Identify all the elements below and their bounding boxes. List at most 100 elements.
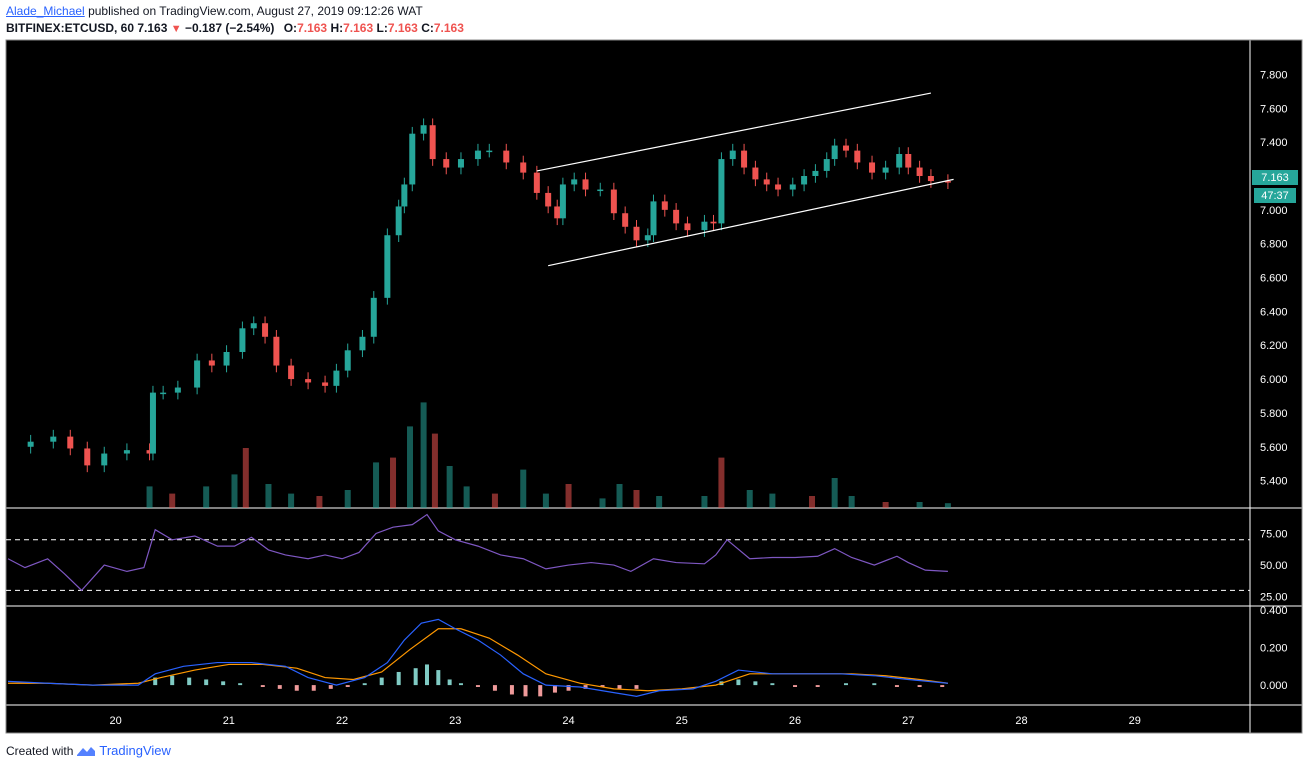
price-tick-label: 6.400 [1260,306,1288,318]
tradingview-logo-icon [77,746,96,756]
candle-body [50,436,57,442]
candle-body [370,297,377,337]
candle-body [262,323,269,337]
down-arrow-icon: ▼ [170,23,182,35]
volume-bar [916,502,923,508]
candle-body [305,379,312,383]
candle-body [344,350,351,371]
macd-histogram-bar [736,679,741,686]
rsi-tick-label: 75.00 [1260,528,1288,540]
candle-body [633,226,640,241]
candle-body [944,181,951,183]
volume-bar [848,496,855,508]
macd-histogram-bar [277,685,282,689]
volume-bar [420,402,427,508]
candle-body [322,382,329,386]
macd-pane: 0.400 0.200 0.000 [7,605,1288,697]
candle-body [84,448,91,466]
publish-info: Alade_Michael published on TradingView.c… [6,4,423,18]
price-axis-background [1250,40,1302,733]
candle-body [775,184,782,190]
candle-body [571,179,578,185]
volume-bar [316,496,323,508]
volume-bar [520,469,527,508]
volume-bar [565,484,572,508]
candle-body [149,392,156,454]
macd-histogram-bar [187,677,192,686]
candle-body [905,154,912,168]
volume-bar [431,433,438,508]
candle-body [194,360,201,388]
candle-body [333,370,340,386]
countdown-box [1254,188,1296,203]
candle-body [443,159,450,168]
macd-histogram-bar [260,685,265,687]
macd-histogram-bar [753,681,758,686]
macd-histogram-bar [345,685,350,687]
candle-body [67,436,74,449]
price-series [27,118,951,473]
candle-body [429,125,436,160]
countdown-text: 47:37 [1261,190,1289,202]
macd-histogram-bar [362,683,367,686]
candle-body [718,159,725,224]
last-price-text: 7.163 [1261,172,1289,184]
macd-histogram-bar [600,685,605,687]
candle-body [684,223,691,231]
volume-bar [656,496,663,508]
candle-body [610,189,617,214]
rsi-pane: 75.00 50.00 25.00 [6,513,1288,604]
macd-histogram-bar [221,681,226,686]
candle-body [927,176,934,182]
candle-body [597,189,604,192]
volume-bar [446,466,453,508]
candle-body [174,387,181,393]
macd-histogram-bar [793,685,798,687]
candle-body [842,145,849,151]
candle-body [520,162,527,173]
macd-histogram-bar [538,685,543,697]
candle-body [763,179,770,185]
volume-bar [542,493,549,508]
candle-body [789,184,796,190]
macd-histogram-bar [917,685,922,687]
volume-bar [633,490,640,508]
volume-bar [491,493,498,508]
price-tick-label: 6.200 [1260,340,1288,352]
macd-histogram-bar [523,685,528,697]
macd-histogram-bar [294,685,299,691]
candle-body [533,172,540,193]
candle-body [457,159,464,168]
macd-tick-label: 0.200 [1260,643,1288,655]
date-tick-label: 23 [449,715,461,727]
macd-histogram-bar [204,679,209,686]
price-tick-label: 5.800 [1260,408,1288,420]
volume-bar [746,490,753,508]
volume-bars [146,402,951,508]
price-tick-label: 7.800 [1260,69,1288,81]
chart-background [6,40,1250,733]
macd-histogram-bar [940,685,945,687]
price-change: −0.187 (−2.54%) [184,21,275,35]
volume-bar [944,503,951,508]
volume-bar [265,484,272,508]
macd-histogram-bar [458,683,463,686]
candle-body [582,179,589,190]
low-value: 7.163 [387,21,418,35]
high-value: 7.163 [343,21,374,35]
author-link[interactable]: Alade_Michael [6,4,85,18]
volume-bar [373,462,380,508]
macd-histogram-bar [872,683,877,686]
macd-histogram-bar [843,683,848,686]
macd-histogram-bar [894,685,899,687]
price-tick-label: 7.400 [1260,137,1288,149]
tradingview-brand[interactable]: TradingView [99,743,171,758]
footer: Created with TradingView [6,743,171,758]
candle-body [896,154,903,168]
candle-body [160,392,167,395]
channel-lower-line [548,178,954,267]
candle-body [239,328,246,352]
candle-body [359,336,366,351]
candle-body [801,176,808,185]
